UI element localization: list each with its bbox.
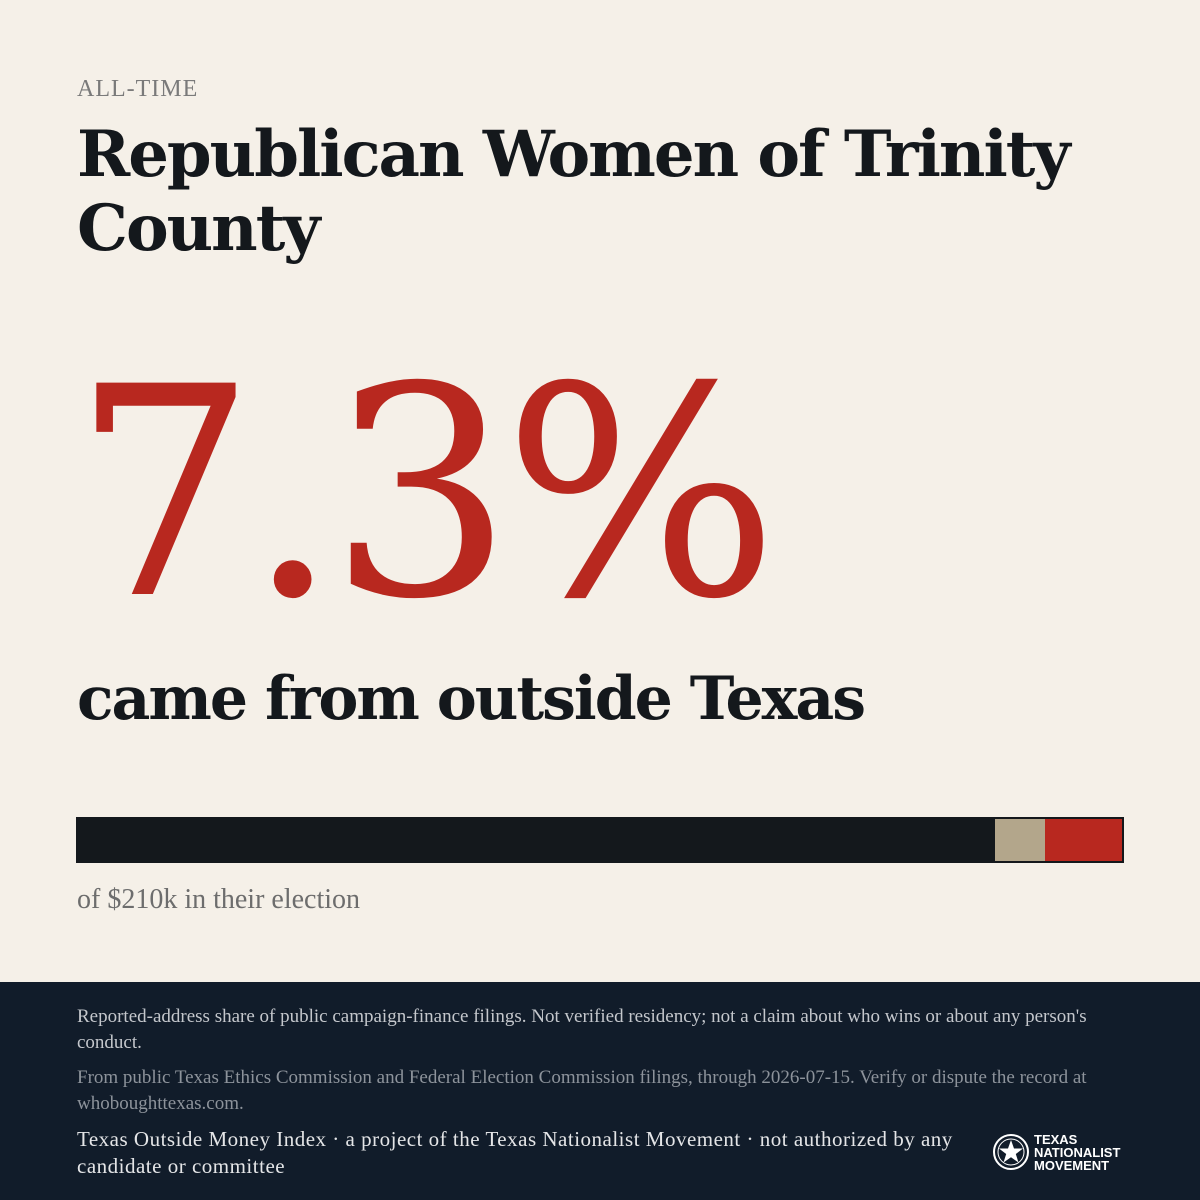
- funding-share-bar: [76, 817, 1124, 863]
- credit-text: Texas Outside Money Index · a project of…: [77, 1127, 953, 1178]
- source-text: From public Texas Ethics Commission and …: [77, 1067, 1087, 1114]
- logo-wordmark: TEXAS NATIONALIST MOVEMENT: [1034, 1133, 1120, 1172]
- total-caption: of $210k in their election: [77, 884, 361, 915]
- logo-line-3: MOVEMENT: [1034, 1157, 1110, 1173]
- outside-share-subhead: came from outside Texas: [77, 664, 866, 734]
- tnm-logo: TEXAS NATIONALIST MOVEMENT: [992, 1130, 1132, 1174]
- bar-segment-inside-texas: [78, 819, 995, 861]
- bar-segment-outside-texas: [1044, 819, 1122, 861]
- disclaimer-text: Reported-address share of public campaig…: [77, 1006, 1087, 1053]
- logo-line-1: TEXAS: [1034, 1131, 1078, 1147]
- logo-line-2: NATIONALIST: [1034, 1144, 1121, 1160]
- tnm-star-emblem-icon: [993, 1134, 1029, 1170]
- outside-share-value: 7.3%: [72, 326, 779, 663]
- period-label: ALL-TIME: [77, 76, 199, 102]
- page-title: Republican Women of Trinity County: [77, 117, 1071, 266]
- bar-segment-unknown: [994, 819, 1045, 861]
